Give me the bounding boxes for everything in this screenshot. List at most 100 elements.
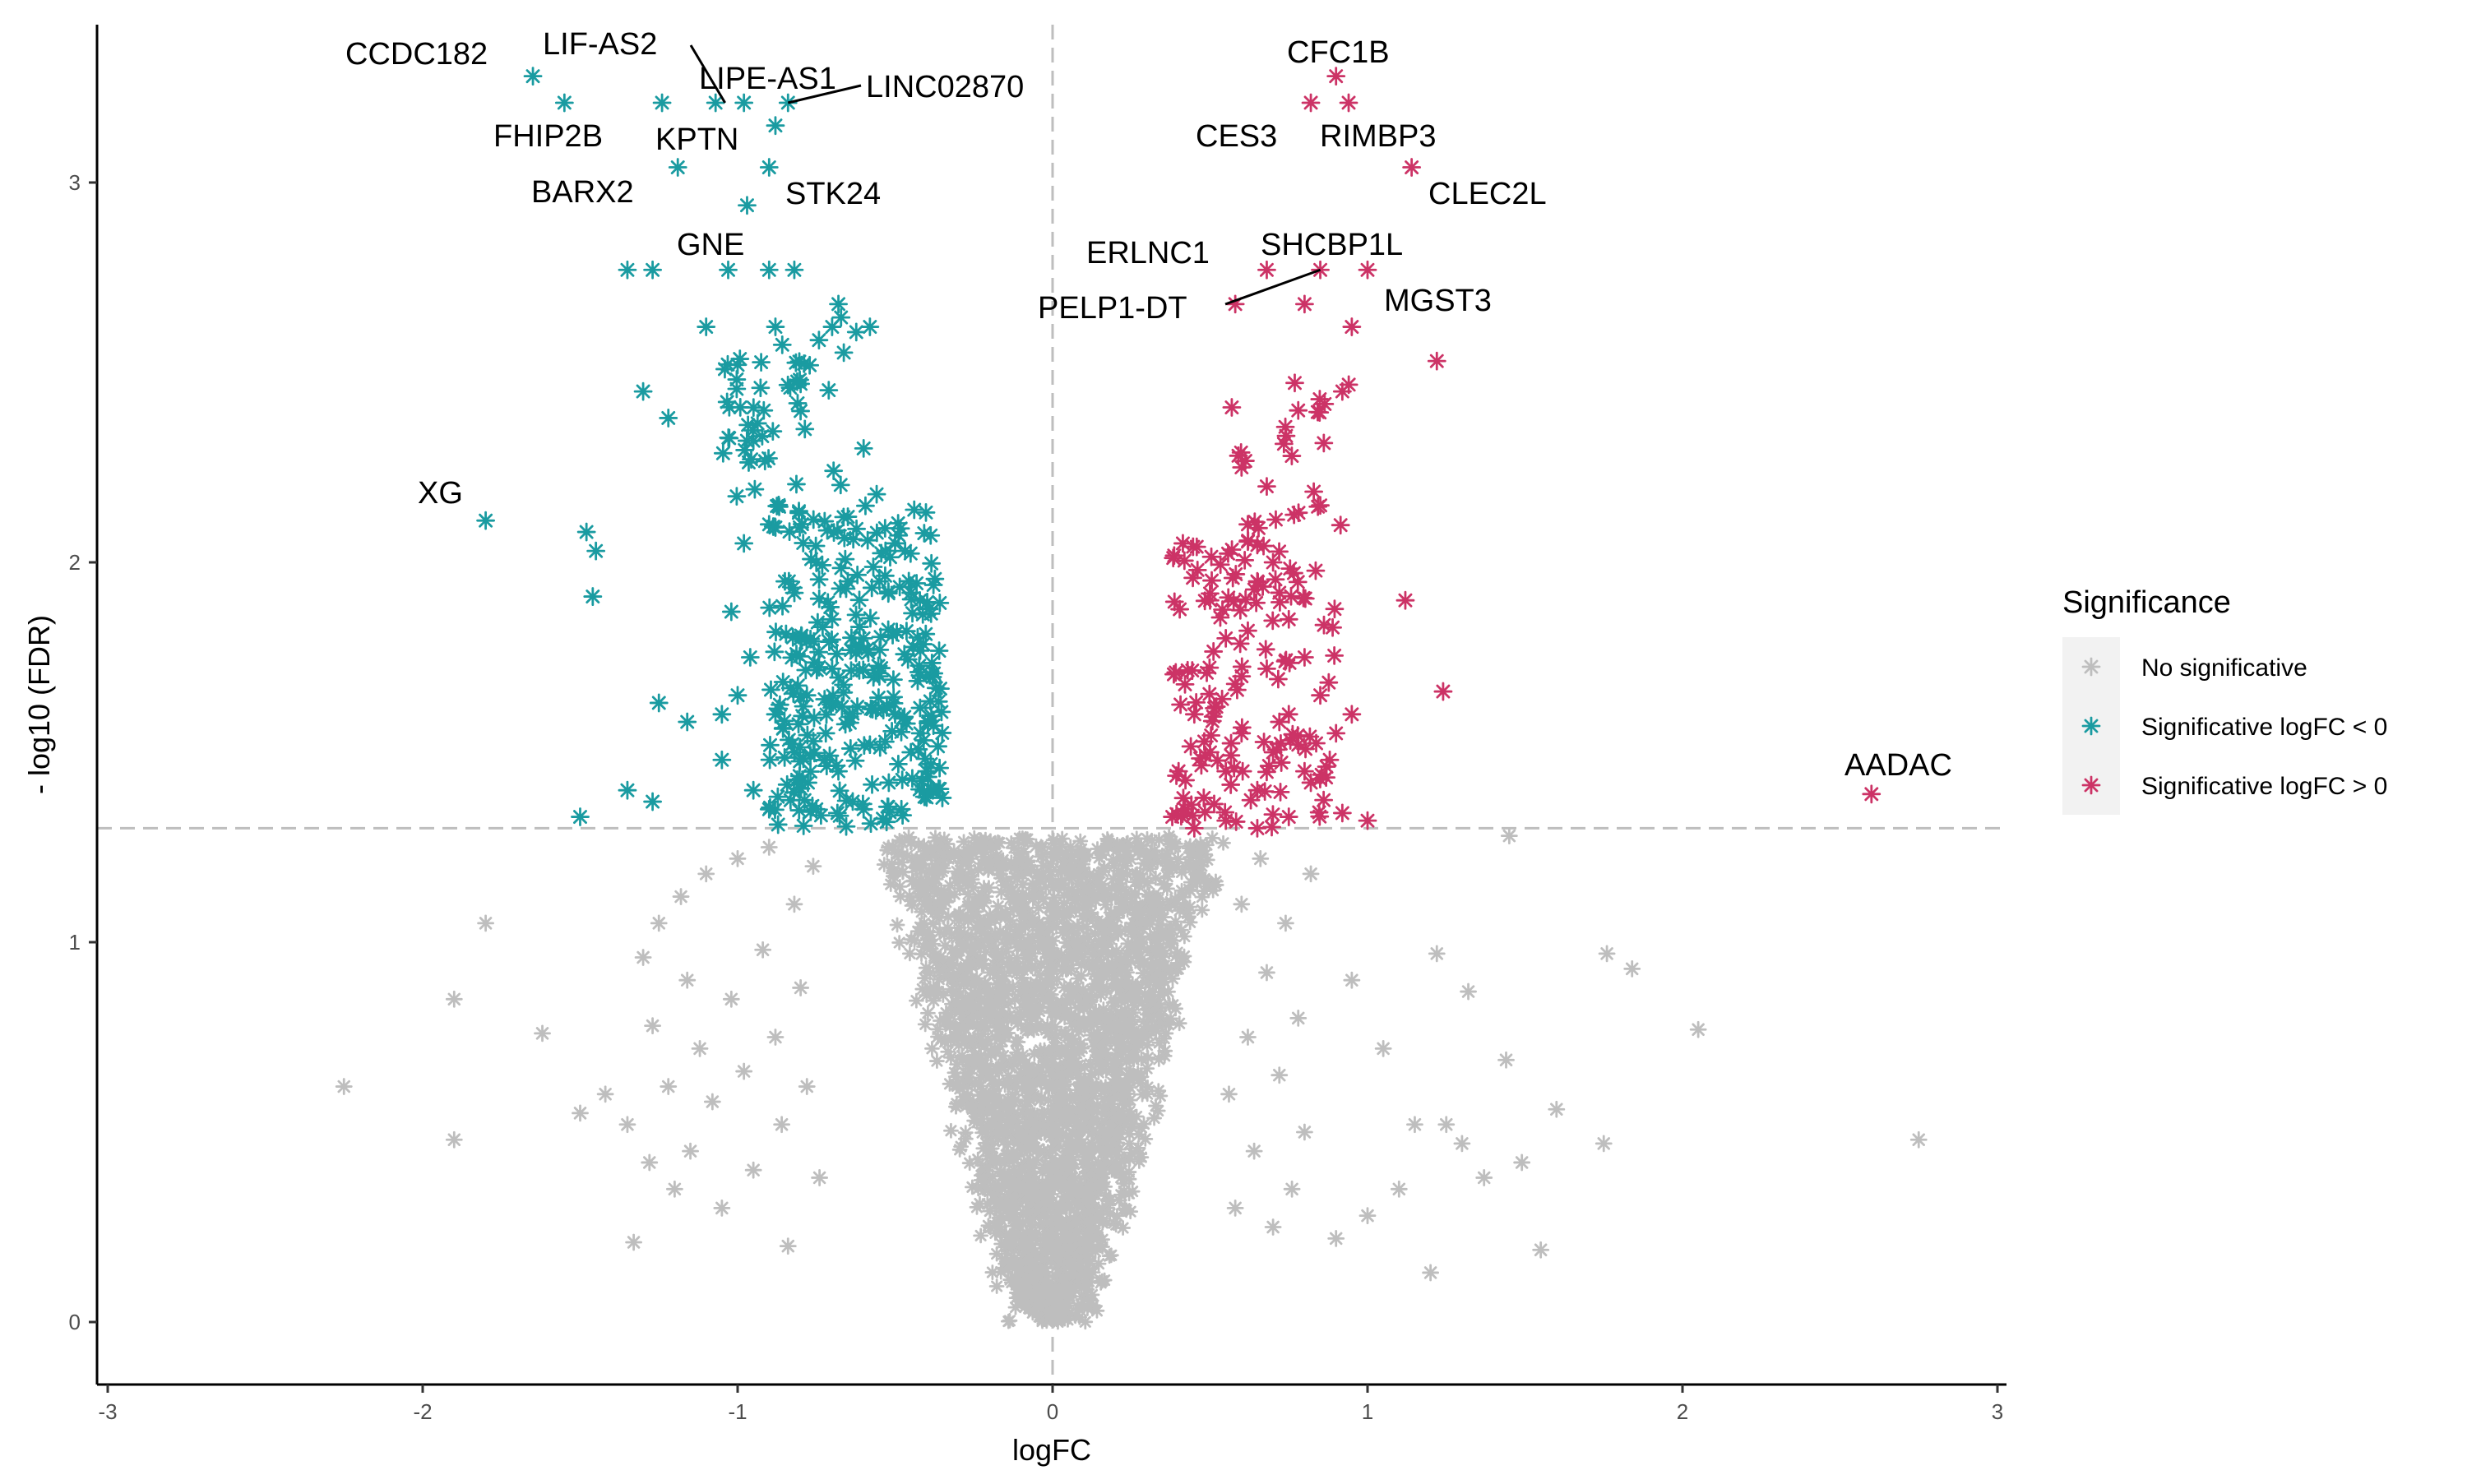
- nonsignificant-point: [968, 1053, 981, 1066]
- down-regulated-point: [832, 580, 849, 597]
- nonsignificant-point: [981, 1197, 994, 1210]
- nonsignificant-point: [812, 1170, 827, 1185]
- down-regulated-point: [923, 555, 940, 571]
- nonsignificant-point: [479, 916, 493, 931]
- nonsignificant-point: [1099, 932, 1112, 945]
- nonsignificant-point: [1005, 1012, 1018, 1025]
- nonsignificant-point: [1515, 1155, 1530, 1170]
- down-regulated-point: [862, 610, 878, 626]
- down-regulated-point: [729, 488, 745, 505]
- nonsignificant-point: [737, 1064, 752, 1079]
- nonsignificant-point: [1075, 1081, 1088, 1094]
- down-regulated-point: [808, 538, 824, 554]
- up-regulated-point: [1229, 682, 1245, 698]
- up-regulated-point: [1280, 706, 1297, 723]
- down-regulated-point: [572, 809, 589, 825]
- up-regulated-point: [1267, 511, 1284, 528]
- down-regulated-point: [742, 650, 758, 666]
- x-tick-label: -1: [728, 1399, 747, 1424]
- gene-label: CCDC182: [345, 37, 488, 72]
- nonsignificant-point: [1107, 1018, 1120, 1031]
- nonsignificant-point: [1136, 967, 1150, 980]
- down-regulated-point: [811, 332, 827, 349]
- nonsignificant-point: [1169, 915, 1183, 928]
- nonsignificant-point: [651, 916, 666, 931]
- down-regulated-point: [786, 261, 803, 278]
- x-tick: -2: [413, 1385, 432, 1424]
- nonsignificant-point: [1005, 836, 1018, 849]
- nonsignificant-point: [1078, 1107, 1091, 1120]
- up-regulated-point: [1302, 728, 1318, 745]
- down-regulated-point: [771, 700, 787, 717]
- nonsignificant-point: [1016, 1263, 1030, 1276]
- nonsignificant-point: [1111, 1136, 1124, 1149]
- down-regulated-point: [895, 710, 911, 727]
- down-regulated-point: [585, 589, 601, 605]
- up-regulated-point: [1206, 643, 1222, 659]
- nonsignificant-point: [1034, 1266, 1048, 1279]
- up-regulated-point: [1192, 750, 1209, 766]
- gene-label: STK24: [785, 177, 881, 211]
- nonsignificant-point: [1095, 1060, 1109, 1073]
- x-tick: 0: [1047, 1385, 1058, 1424]
- nonsignificant-point: [1017, 902, 1030, 915]
- down-regulated-point: [795, 817, 812, 834]
- nonsignificant-point: [699, 867, 714, 881]
- down-regulated-point: [864, 701, 881, 718]
- nonsignificant-point: [965, 998, 979, 1011]
- down-regulated-point: [877, 520, 893, 536]
- nonsignificant-point: [1240, 1030, 1255, 1045]
- nonsignificant-point: [1076, 886, 1090, 899]
- down-regulated-point: [808, 662, 825, 678]
- up-regulated-point: [1196, 593, 1213, 609]
- nonsignificant-point: [915, 905, 928, 918]
- nonsignificant-point: [661, 1079, 676, 1094]
- nonsignificant-point: [1062, 925, 1076, 938]
- down-regulated-point: [650, 695, 667, 711]
- nonsignificant-point: [1030, 1144, 1044, 1157]
- up-regulated-point: [1359, 261, 1376, 278]
- down-regulated-point: [812, 807, 829, 824]
- down-regulated-point: [931, 643, 947, 659]
- nonsignificant-point: [961, 888, 974, 901]
- nonsignificant-point: [692, 1041, 707, 1056]
- nonsignificant-point: [1153, 834, 1166, 847]
- nonsignificant-point: [756, 942, 771, 957]
- nonsignificant-point: [1159, 1027, 1173, 1040]
- up-regulated-point: [1179, 662, 1196, 678]
- nonsignificant-point: [915, 948, 928, 961]
- up-regulated-point: [1237, 552, 1253, 568]
- x-tick-label: -2: [413, 1399, 432, 1424]
- nonsignificant-point: [1044, 1231, 1057, 1244]
- up-regulated-point: [1312, 808, 1328, 825]
- up-regulated-point: [1328, 725, 1345, 742]
- down-regulated-point: [788, 476, 804, 492]
- up-regulated-point: [1256, 734, 1272, 751]
- down-regulated-point: [892, 520, 909, 537]
- up-regulated-point: [1271, 594, 1288, 610]
- up-regulated-point: [1250, 574, 1266, 590]
- nonsignificant-point: [956, 866, 970, 879]
- nonsignificant-point: [1549, 1102, 1564, 1116]
- legend-key-marker: [2083, 777, 2099, 793]
- up-regulated-point: [1428, 353, 1445, 369]
- nonsignificant-point: [1106, 1076, 1119, 1089]
- down-regulated-point: [821, 382, 837, 399]
- nonsignificant-point: [1081, 1232, 1094, 1245]
- nonsignificant-point: [1109, 1053, 1122, 1066]
- nonsignificant-point: [1002, 1315, 1015, 1328]
- down-regulated-point: [588, 543, 604, 559]
- nonsignificant-point: [1534, 1242, 1548, 1257]
- nonsignificant-point: [965, 1181, 979, 1194]
- nonsignificant-point: [1085, 991, 1099, 1004]
- up-regulated-point: [1298, 741, 1314, 757]
- down-regulated-point: [792, 688, 808, 705]
- up-regulated-point: [1234, 763, 1251, 779]
- down-regulated-point: [832, 477, 849, 493]
- nonsignificant-point: [787, 897, 802, 912]
- nonsignificant-point: [999, 1227, 1012, 1241]
- nonsignificant-point: [973, 1098, 986, 1112]
- nonsignificant-point: [1159, 926, 1173, 939]
- down-regulated-point: [903, 591, 919, 608]
- nonsignificant-point: [1160, 847, 1173, 860]
